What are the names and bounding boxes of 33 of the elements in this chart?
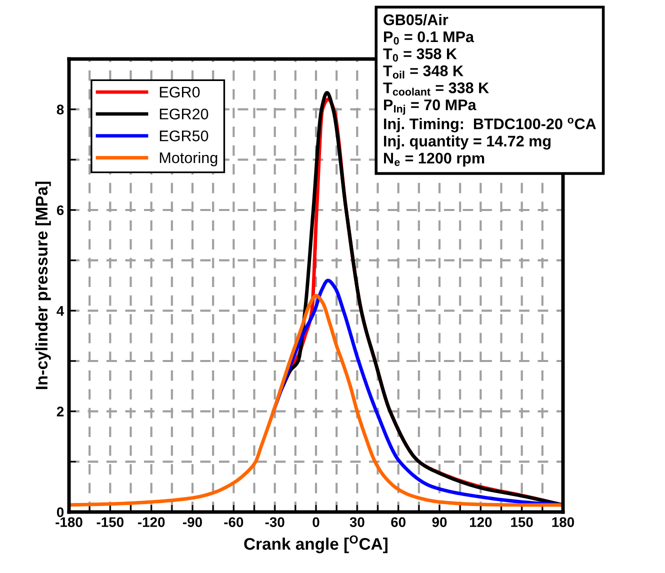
legend-label: EGR50 — [160, 130, 208, 142]
x-tick-label: -30 — [265, 517, 284, 528]
legend-label: EGR20 — [160, 108, 208, 120]
x-tick-label: 0 — [312, 517, 320, 528]
x-tick-label: 30 — [350, 517, 364, 528]
text: P$_{0}$ = 0.1 MPa — [384, 31, 474, 45]
annotation: T$_{oil}$ = 348 K — [383, 65, 464, 79]
x-tick-label: -150 — [96, 517, 124, 528]
annotation: P$_{Inj}$ = 70 MPa — [384, 99, 476, 115]
y-tick-label: 8 — [56, 104, 64, 115]
legend-label: Motoring — [160, 152, 218, 166]
legend-label: EGR0 — [160, 86, 200, 98]
text: GB05/Air — [384, 14, 448, 26]
y-tick-label: 0 — [56, 507, 64, 518]
annotation: N$_{e}$ = 1200 rpm — [384, 152, 484, 167]
x-tick-label: 90 — [432, 517, 447, 528]
x-tick-label: 120 — [470, 517, 492, 528]
x-tick-label: -180 — [56, 517, 82, 528]
x-axis-title: Crank angle [$^{O}$CA] — [244, 535, 388, 554]
x-tick-label: -90 — [183, 517, 202, 528]
annotation: Inj. quantity = 14.72 mg — [384, 135, 551, 150]
y-tick-label: 6 — [56, 205, 64, 216]
x-tick-label: -120 — [138, 517, 165, 528]
x-tick-label: 180 — [552, 517, 574, 528]
x-tick-label: 60 — [391, 517, 406, 528]
x-tick-label: 150 — [511, 517, 533, 528]
x-tick-label: -60 — [224, 517, 244, 528]
annotation: T$_{coolant}$ = 338 K — [383, 82, 489, 96]
annotation: T$_{0}$ = 358 K — [383, 48, 457, 62]
y-tick-label: 2 — [56, 406, 64, 416]
annotation: Inj. Timing: BTDC100-20 $^{o}$CA — [384, 118, 596, 132]
y-axis-title: In-cylinder pressure [MPa] — [35, 182, 51, 390]
y-tick-label: 4 — [56, 306, 64, 316]
